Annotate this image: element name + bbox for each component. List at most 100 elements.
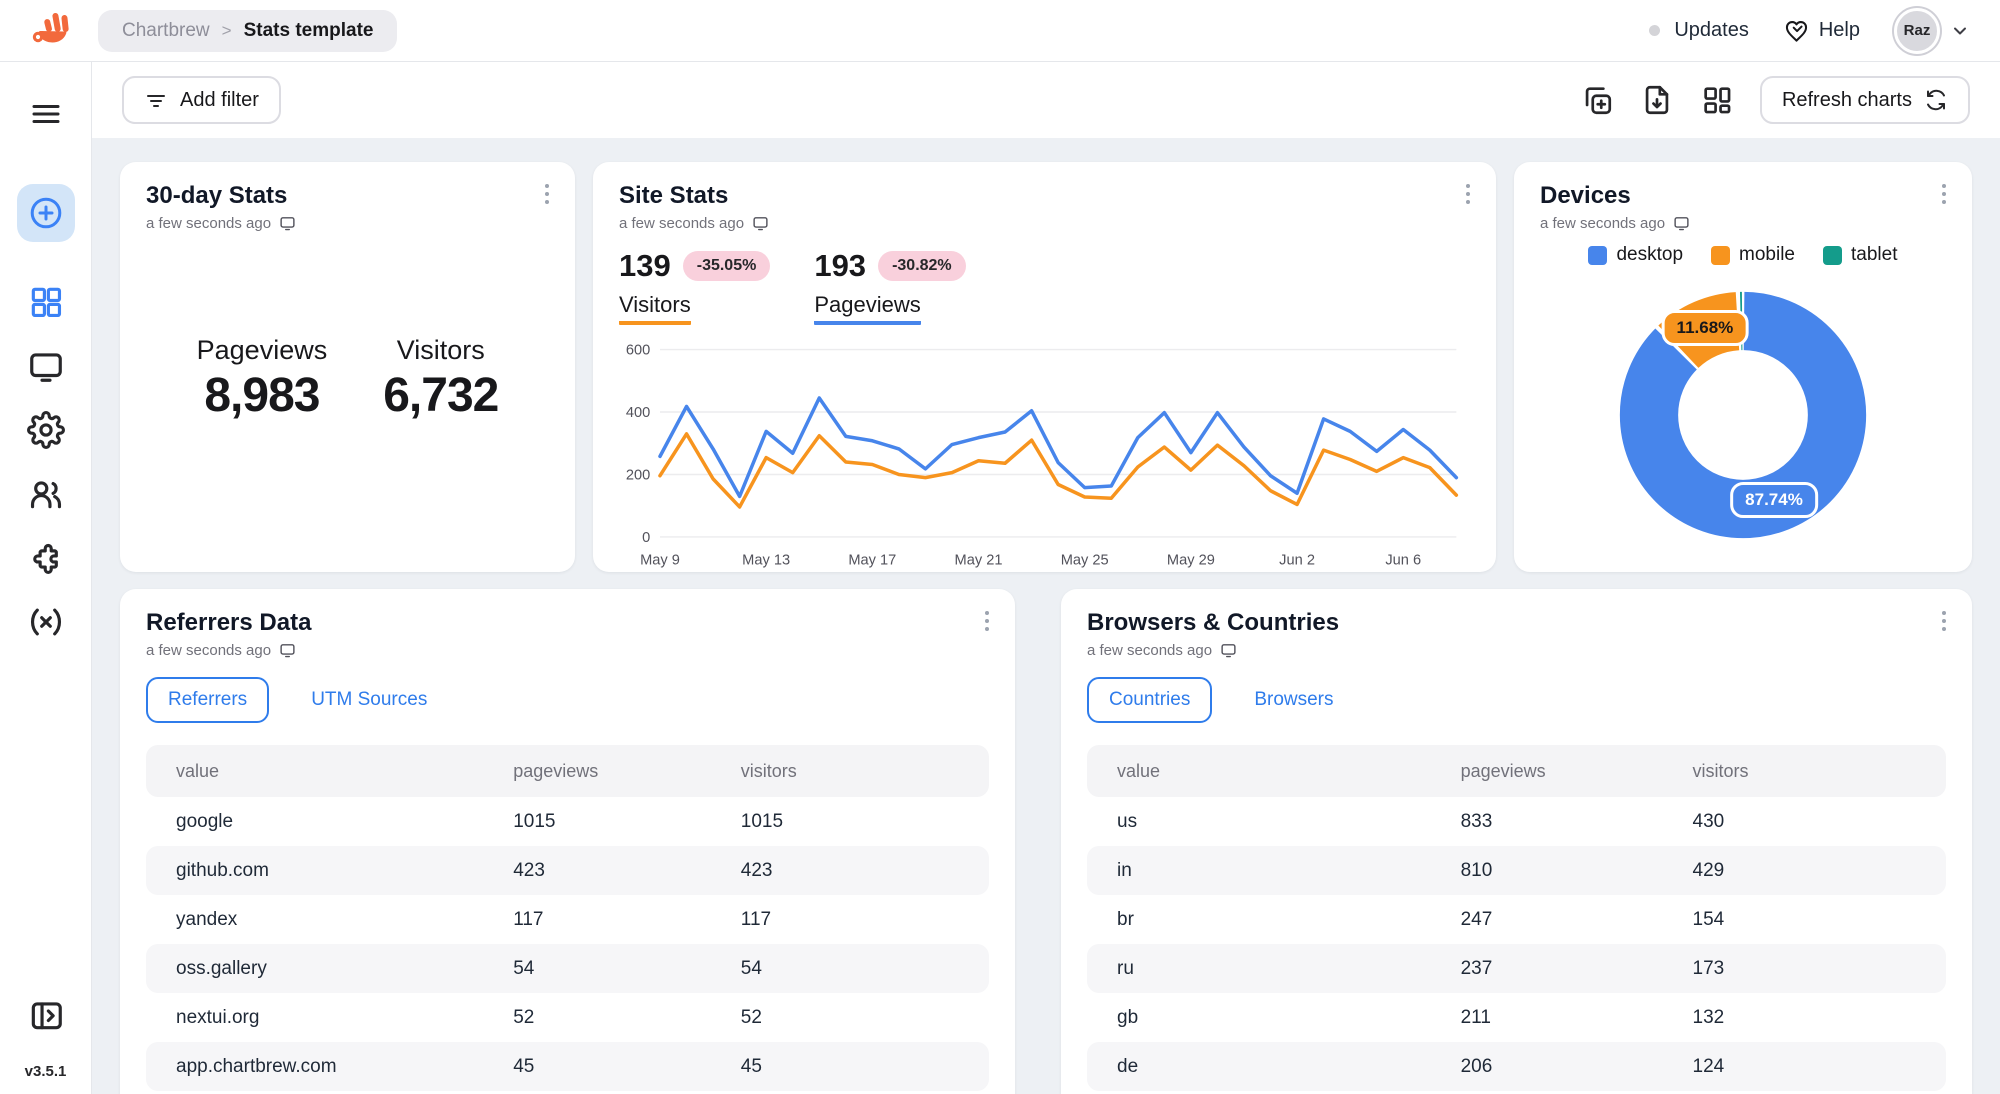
table-row[interactable]: in 810 429 <box>1087 846 1946 895</box>
panel-expand-icon <box>31 1002 62 1030</box>
sidebar-item-settings[interactable] <box>26 410 66 450</box>
table-cell: 810 <box>1460 859 1493 881</box>
column-header: pageviews <box>513 760 599 781</box>
card-menu-button[interactable] <box>979 605 995 637</box>
top-navbar: Chartbrew > Stats template Updates Help … <box>0 0 2000 62</box>
referrers-table: value pageviews visitors google 1015 1015 gith… <box>146 745 989 1091</box>
export-report-button[interactable] <box>1640 83 1674 117</box>
x-axis-label: May 17 <box>848 552 896 568</box>
help-link[interactable]: Help <box>1783 17 1860 44</box>
kpi-delta-badge: -30.82% <box>878 251 966 281</box>
duplicate-dashboard-button[interactable] <box>1580 83 1614 117</box>
kpi-label[interactable]: Visitors <box>619 292 691 325</box>
table-cell: de <box>1117 1055 1139 1077</box>
table-cell: 211 <box>1460 1006 1491 1028</box>
card-menu-button[interactable] <box>1936 178 1952 210</box>
kpi-value: 139 <box>619 248 671 283</box>
tab-browsers[interactable]: Browsers <box>1254 689 1334 710</box>
add-filter-button[interactable]: Add filter <box>122 76 281 124</box>
sidebar-item-dashboard[interactable] <box>26 282 66 322</box>
card-updated-text: a few seconds ago <box>619 215 745 232</box>
sidebar-item-team[interactable] <box>26 474 66 514</box>
avatar[interactable]: Raz <box>1894 7 1940 54</box>
tab-utm-sources[interactable]: UTM Sources <box>311 689 428 710</box>
metric-visitors: Visitors 6,732 <box>383 335 499 423</box>
add-filter-label: Add filter <box>180 88 259 111</box>
chartbrew-logo-icon[interactable] <box>30 7 78 55</box>
kpi-pageviews[interactable]: 193 -30.82% Pageviews <box>814 248 966 325</box>
sidebar-item-integrations[interactable] <box>26 538 66 578</box>
column-header: value <box>176 760 220 781</box>
create-chart-button[interactable] <box>16 184 75 242</box>
table-row[interactable]: yandex 117 117 <box>146 895 989 944</box>
updates-label: Updates <box>1674 19 1749 41</box>
table-row[interactable]: google 1015 1015 <box>146 797 989 846</box>
column-header: visitors <box>1692 760 1749 781</box>
chevron-down-icon[interactable] <box>1950 21 1970 41</box>
kpi-delta-badge: -35.05% <box>682 251 771 281</box>
dashboard-grid-icon <box>31 287 61 318</box>
metric-pageviews: Pageviews 8,983 <box>197 335 328 423</box>
legend-item-tablet[interactable]: tablet <box>1823 244 1898 266</box>
card-menu-button[interactable] <box>1936 605 1952 637</box>
layout-settings-button[interactable] <box>1700 83 1734 117</box>
table-cell: app.chartbrew.com <box>176 1055 337 1077</box>
series-pageviews <box>658 396 1459 499</box>
table-cell: 52 <box>740 1006 762 1028</box>
table-cell: 54 <box>740 957 762 979</box>
site-stats-line-chart[interactable]: 0 200 400 600 May 9 May 13 May 17 May 21 May 25 M… <box>619 333 1470 575</box>
y-axis-label: 600 <box>626 342 650 358</box>
card-title: Devices <box>1540 182 1631 209</box>
table-row[interactable]: gb 211 132 <box>1087 993 1946 1042</box>
card-title: 30-day Stats <box>146 182 288 209</box>
legend-item-desktop[interactable]: desktop <box>1588 244 1683 266</box>
tab-referrers[interactable]: Referrers <box>146 677 270 723</box>
plus-circle-icon <box>30 197 61 229</box>
updates-link[interactable]: Updates <box>1674 19 1749 42</box>
table-row[interactable]: app.chartbrew.com 45 45 <box>146 1042 989 1091</box>
table-cell: oss.gallery <box>176 957 267 979</box>
table-row[interactable]: de 206 124 <box>1087 1042 1946 1091</box>
x-axis-label: May 21 <box>955 552 1003 568</box>
column-header: visitors <box>740 760 797 781</box>
table-cell: 206 <box>1460 1055 1493 1077</box>
x-axis-label: Jun 2 <box>1279 552 1315 568</box>
file-download-icon <box>1645 85 1669 115</box>
y-axis-label: 200 <box>626 467 650 483</box>
table-cell: 45 <box>513 1055 535 1077</box>
main-content: Add filter <box>92 62 2000 1094</box>
table-row[interactable]: nextui.org 52 52 <box>146 993 989 1042</box>
kpi-visitors[interactable]: 139 -35.05% Visitors <box>619 248 771 325</box>
breadcrumb[interactable]: Chartbrew > Stats template <box>98 9 398 52</box>
table-cell: yandex <box>176 908 238 930</box>
card-menu-button[interactable] <box>1460 178 1476 210</box>
y-axis-label: 400 <box>626 405 650 421</box>
table-cell: 154 <box>1692 908 1725 930</box>
table-row[interactable]: github.com 423 423 <box>146 846 989 895</box>
tab-countries[interactable]: Countries <box>1087 677 1213 723</box>
table-row[interactable]: oss.gallery 54 54 <box>146 944 989 993</box>
table-row[interactable]: ru 237 173 <box>1087 944 1946 993</box>
x-axis-label: Jun 6 <box>1385 552 1421 568</box>
avatar-initials: Raz <box>1903 22 1931 39</box>
table-row[interactable]: br 247 154 <box>1087 895 1946 944</box>
card-menu-button[interactable] <box>539 178 555 210</box>
sidebar-item-api[interactable] <box>26 602 66 642</box>
legend-item-mobile[interactable]: mobile <box>1711 244 1795 266</box>
kpi-label[interactable]: Pageviews <box>814 292 921 325</box>
expand-sidebar-button[interactable] <box>26 995 66 1035</box>
menu-toggle-button[interactable] <box>28 96 64 132</box>
breadcrumb-app[interactable]: Chartbrew <box>122 19 210 41</box>
devices-donut-chart[interactable]: 11.68% 87.74% <box>1602 274 1884 556</box>
table-cell: google <box>176 810 234 832</box>
table-header-row: value pageviews visitors <box>146 745 989 797</box>
table-row[interactable]: us 833 430 <box>1087 797 1946 846</box>
users-icon <box>30 481 61 509</box>
gear-icon <box>26 411 65 449</box>
sidebar-item-connections[interactable] <box>26 346 66 386</box>
metric-label: Pageviews <box>196 335 328 365</box>
table-cell: 45 <box>740 1055 762 1077</box>
table-cell: 423 <box>513 859 545 881</box>
refresh-charts-button[interactable]: Refresh charts <box>1759 76 1970 124</box>
table-cell: 117 <box>740 908 772 930</box>
